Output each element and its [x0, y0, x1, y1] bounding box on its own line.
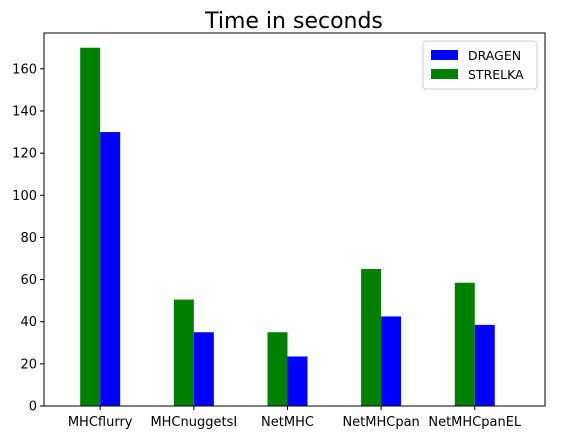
- y-tick-label: 100: [12, 189, 37, 204]
- bar-strelka-mhcnuggetsi: [174, 300, 194, 406]
- y-tick-label: 40: [20, 315, 37, 330]
- x-tick-label: NetMHCpan: [342, 415, 419, 430]
- chart-title: Time in seconds: [204, 9, 383, 34]
- bars-layer: [80, 48, 495, 406]
- y-tick-label: 20: [20, 357, 37, 372]
- y-tick-label: 140: [12, 104, 37, 119]
- bar-strelka-netmhc: [267, 332, 287, 406]
- bar-dragen-mhcnuggetsi: [194, 332, 214, 406]
- y-tick-label: 60: [20, 273, 37, 288]
- legend-swatch-strelka: [431, 69, 458, 79]
- y-tick-label: 120: [12, 147, 37, 162]
- x-tick-label: NetMHCpanEL: [428, 415, 522, 430]
- x-tick-label: MHCnuggetsI: [150, 415, 237, 430]
- bar-strelka-netmhcpanel: [455, 283, 475, 406]
- bar-dragen-netmhc: [287, 356, 307, 406]
- y-tick-label: 160: [12, 62, 37, 77]
- bar-dragen-mhcflurry: [100, 132, 120, 406]
- x-tick-label: NetMHC: [261, 415, 314, 430]
- bar-dragen-netmhcpanel: [475, 325, 495, 406]
- bar-strelka-mhcflurry: [80, 48, 100, 406]
- legend-label-dragen: DRAGEN: [468, 48, 521, 63]
- bar-strelka-netmhcpan: [361, 269, 381, 406]
- legend: DRAGEN STRELKA: [423, 41, 537, 89]
- y-tick-label: 0: [29, 400, 37, 415]
- y-tick-label: 80: [20, 231, 37, 246]
- bar-dragen-netmhcpan: [381, 316, 401, 406]
- legend-label-strelka: STRELKA: [468, 67, 524, 82]
- legend-swatch-dragen: [431, 50, 458, 60]
- x-tick-label: MHCflurry: [68, 415, 133, 430]
